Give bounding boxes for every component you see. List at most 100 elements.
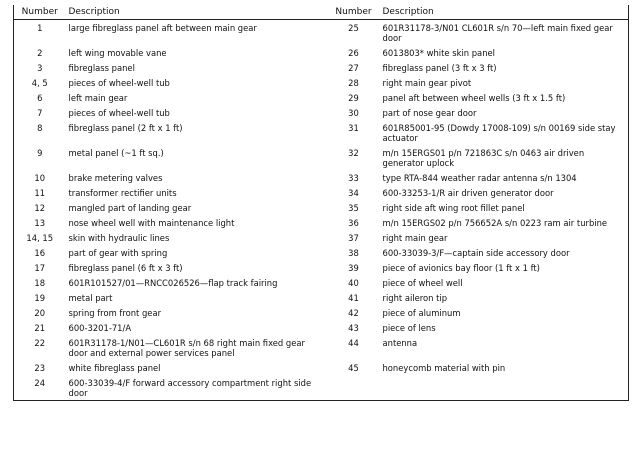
item-number: 38 [348, 247, 359, 258]
item-description: pieces of wheel-well tub [68, 77, 170, 88]
item-description: piece of aluminum [382, 307, 461, 318]
item-description: nose wheel well with maintenance light [68, 217, 235, 228]
item-number: 39 [348, 262, 359, 273]
item-number: 23 [34, 362, 46, 373]
table-row: 8 fibreglass panel (2 ft x 1 ft) 31 601R850… [14, 120, 629, 145]
empty-cell [380, 375, 629, 401]
table-row: 20 spring from front gear 42 piece of alumi… [14, 305, 629, 320]
item-number: 3 [37, 62, 43, 73]
item-description: antenna [382, 337, 418, 348]
item-description: 600-3201-71/A [68, 322, 132, 333]
item-description: 601R31178-3/N01 CL601R s/n 70—left main … [382, 22, 613, 43]
item-number: 18 [34, 277, 46, 288]
item-number: 29 [348, 92, 359, 103]
table-row: 7 pieces of wheel-well tub 30 part of nose … [14, 105, 629, 120]
item-number: 26 [348, 47, 359, 58]
item-description: right aileron tip [382, 292, 448, 303]
item-description: 6013803* white skin panel [382, 47, 495, 58]
item-number: 36 [348, 217, 359, 228]
item-description: fibreglass panel (6 ft x 3 ft) [68, 262, 183, 273]
item-number: 40 [348, 277, 359, 288]
item-number: 24 [34, 377, 46, 388]
item-number: 22 [34, 337, 46, 348]
item-description: metal panel (~1 ft sq.) [68, 147, 164, 158]
item-number: 37 [348, 232, 359, 243]
item-description: mangled part of landing gear [68, 202, 192, 213]
item-description: 601R85001-95 (Dowdy 17008-109) s/n 00169… [382, 122, 616, 143]
table-row: 1 large fibreglass panel aft between main… [14, 20, 629, 46]
item-number: 6 [37, 92, 43, 103]
table-row: 16 part of gear with spring 38 600-33039-3/… [14, 245, 629, 260]
item-description: piece of avionics bay floor (1 ft x 1 ft… [382, 262, 540, 273]
item-number: 45 [348, 362, 359, 373]
item-description: left wing movable vane [68, 47, 167, 58]
item-description: piece of wheel well [382, 277, 463, 288]
item-number: 4, 5 [31, 77, 48, 88]
item-number: 43 [348, 322, 359, 333]
item-number: 8 [37, 122, 43, 133]
item-description: part of gear with spring [68, 247, 168, 258]
item-number: 34 [348, 187, 359, 198]
item-number: 27 [348, 62, 359, 73]
item-number: 17 [34, 262, 46, 273]
item-number: 42 [348, 307, 359, 318]
item-description: part of nose gear door [382, 107, 477, 118]
item-description: fibreglass panel [68, 62, 135, 73]
item-number: 16 [34, 247, 46, 258]
column-header: Number [13, 5, 66, 20]
item-description: metal part [68, 292, 113, 303]
table-body: 1 large fibreglass panel aft between main… [14, 20, 629, 401]
item-description: pieces of wheel-well tub [68, 107, 170, 118]
column-header: Description [65, 5, 328, 20]
table-row: 14, 15 skin with hydraulic lines 37 right m… [14, 230, 629, 245]
parts-table: Number Description Number Description 1 larg… [13, 5, 629, 401]
item-number: 31 [348, 122, 359, 133]
table-row: 22 601R31178-1/N01—CL601R s/n 68 right ma… [14, 335, 629, 360]
table-row: 12 mangled part of landing gear 35 right si… [14, 200, 629, 215]
table-row: 9 metal panel (~1 ft sq.) 32 m/n 15ERGS01 p… [14, 145, 629, 170]
item-description: 601R31178-1/N01—CL601R s/n 68 right main… [68, 337, 305, 358]
table-row: 19 metal part 41 right aileron tip [14, 290, 629, 305]
item-description: right main gear pivot [382, 77, 472, 88]
item-number: 33 [348, 172, 359, 183]
item-description: 600-33039-4/F forward accessory compartm… [68, 377, 312, 398]
item-description: honeycomb material with pin [382, 362, 506, 373]
item-number: 9 [37, 147, 43, 158]
table-row: 10 brake metering valves 33 type RTA-844 we… [14, 170, 629, 185]
item-description: skin with hydraulic lines [68, 232, 170, 243]
item-description: 600-33253-1/R air driven generator door [382, 187, 554, 198]
item-description: panel aft between wheel wells (3 ft x 1.… [382, 92, 566, 103]
item-number: 44 [348, 337, 359, 348]
table-row: 18 601R101527/01—RNCC026526—flap track fa… [14, 275, 629, 290]
item-description: white fibreglass panel [68, 362, 161, 373]
item-description: left main gear [68, 92, 128, 103]
table-row: 23 white fibreglass panel 45 honeycomb mate… [14, 360, 629, 375]
item-description: 601R101527/01—RNCC026526—flap track fair… [68, 277, 278, 288]
item-number: 21 [34, 322, 46, 333]
table-row: 13 nose wheel well with maintenance light… [14, 215, 629, 230]
item-number: 20 [34, 307, 46, 318]
item-number: 32 [348, 147, 359, 158]
table-row: 3 fibreglass panel 27 fibreglass panel (3 f… [14, 60, 629, 75]
item-description: transformer rectifier units [68, 187, 177, 198]
table-row: 24 600-33039-4/F forward accessory compar… [14, 375, 629, 401]
table-row: 4, 5 pieces of wheel-well tub 28 right main… [14, 75, 629, 90]
item-number: 7 [37, 107, 43, 118]
item-number: 30 [348, 107, 359, 118]
table-row: 2 left wing movable vane 26 6013803* white … [14, 45, 629, 60]
item-number: 10 [34, 172, 46, 183]
item-description: fibreglass panel (2 ft x 1 ft) [68, 122, 183, 133]
table-row: 6 left main gear 29 panel aft between wheel… [14, 90, 629, 105]
item-description: m/n 15ERGS01 p/n 721863C s/n 0463 air dr… [382, 147, 585, 168]
item-description: spring from front gear [68, 307, 162, 318]
item-description: m/n 15ERGS02 p/n 756652A s/n 0223 ram ai… [382, 217, 608, 228]
item-number: 41 [348, 292, 359, 303]
table-row: 21 600-3201-71/A 43 piece of lens [14, 320, 629, 335]
item-description: large fibreglass panel aft between main … [68, 22, 257, 33]
table-row: 11 transformer rectifier units 34 600-33253… [14, 185, 629, 200]
column-header: Number [327, 5, 380, 20]
item-description: right side aft wing root fillet panel [382, 202, 525, 213]
item-description: right main gear [382, 232, 448, 243]
item-description: brake metering valves [68, 172, 163, 183]
